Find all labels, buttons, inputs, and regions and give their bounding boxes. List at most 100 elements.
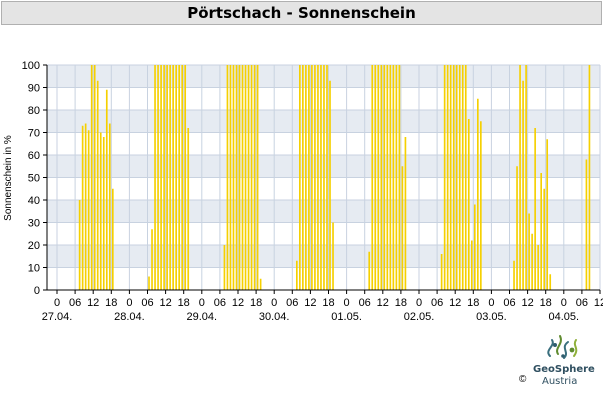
sunshine-bar	[588, 65, 591, 290]
sunshine-bar	[470, 240, 473, 290]
chart-title: Pörtschach - Sonnenschein	[1, 1, 602, 25]
x-tick-labels: 0 06 12 18 0 06 12 18 0 06 12 18 0 06 12 18 0 06 12 18 0 06 12…	[54, 297, 603, 309]
sunshine-bar	[99, 132, 102, 290]
date-label: 02.05.	[404, 311, 435, 323]
sunshine-bar	[374, 65, 377, 290]
x-tick-label: 12	[449, 297, 461, 309]
sunshine-bar	[314, 65, 316, 290]
date-label: 29.04.	[187, 311, 218, 323]
sunshine-bar	[111, 188, 114, 290]
x-tick-label: 18	[250, 297, 262, 309]
sunshine-bars	[78, 65, 591, 290]
sunshine-bar	[226, 65, 229, 290]
x-tick-label: 0	[271, 297, 277, 309]
x-tick-label: 0	[126, 297, 132, 309]
sunshine-bar	[543, 188, 546, 290]
logo-name: GeoSphere	[533, 364, 595, 375]
sunshine-bar	[386, 65, 389, 290]
x-tick-label: 0	[344, 297, 350, 309]
x-tick-label: 12	[377, 297, 389, 309]
sunshine-bar	[305, 65, 307, 290]
sunshine-bar	[253, 65, 256, 290]
sunshine-bar	[522, 80, 524, 290]
sunshine-bar	[235, 65, 238, 290]
y-tick-label: 50	[28, 173, 40, 185]
sunshine-bar	[473, 204, 476, 290]
sunshine-bar	[452, 65, 455, 290]
sunshine-bar	[78, 200, 81, 290]
sunshine-bar	[181, 65, 184, 290]
date-labels: 27.04. 28.04. 29.04. 30.04. 01.05. 02.05. 03.0…	[42, 311, 579, 323]
sunshine-bar	[259, 278, 262, 290]
x-tick-label: 12	[159, 297, 171, 309]
logo-subtitle: Austria	[542, 376, 578, 387]
sunshine-bar	[380, 65, 383, 290]
sunshine-bar	[320, 65, 322, 290]
sunshine-bar	[172, 65, 174, 290]
sunshine-bar	[308, 65, 310, 290]
date-label: 03.05.	[476, 311, 507, 323]
sunshine-bar	[537, 245, 539, 290]
sunshine-bar	[238, 65, 241, 290]
sunshine-bar	[151, 229, 153, 290]
sunshine-bar	[332, 222, 334, 290]
sunshine-bar	[513, 260, 515, 290]
sunshine-bar	[87, 130, 90, 290]
sunshine-bar	[326, 65, 328, 290]
sunshine-bar	[368, 251, 371, 290]
x-tick-label: 06	[431, 297, 443, 309]
sunshine-bar	[443, 65, 446, 290]
sunshine-bar	[389, 65, 392, 290]
sunshine-bar	[464, 65, 467, 290]
sunshine-bar	[241, 65, 244, 290]
x-tick-label: 0	[54, 297, 60, 309]
sunshine-bar	[244, 65, 247, 290]
sunshine-bar	[549, 274, 552, 290]
sunshine-bar	[395, 65, 398, 290]
sunshine-bar	[449, 65, 452, 290]
sunshine-bar	[540, 173, 543, 290]
sunshine-bar	[311, 65, 313, 290]
sunshine-bar	[398, 65, 401, 290]
sunshine-bar	[528, 213, 530, 290]
sunshine-bar	[166, 65, 168, 290]
y-tick-label: 30	[28, 218, 40, 230]
sunshine-bar	[184, 65, 187, 290]
sunshine-bar	[476, 98, 479, 290]
sunshine-bar	[377, 65, 380, 290]
sunshine-bar	[178, 65, 181, 290]
sunshine-bar	[160, 65, 162, 290]
x-tick-label: 0	[199, 297, 205, 309]
y-tick-label: 90	[28, 83, 40, 95]
x-tick-label: 18	[467, 297, 479, 309]
y-tick-labels: 0 10 20 30 40 50 60 70 80 90 100	[22, 60, 40, 297]
sunshine-bar	[105, 89, 108, 290]
x-tick-label: 12	[521, 297, 533, 309]
sunshine-bar	[232, 65, 235, 290]
x-tick-label: 0	[561, 297, 567, 309]
x-tick-label: 06	[503, 297, 515, 309]
axes	[43, 64, 601, 294]
x-tick-label: 12	[87, 297, 99, 309]
sunshine-bar	[461, 65, 464, 290]
y-tick-label: 20	[28, 240, 40, 252]
y-axis-label: Sonnenschein in %	[3, 135, 14, 221]
x-tick-label: 12	[304, 297, 316, 309]
sunshine-bar	[93, 65, 96, 290]
vertical-gridlines	[56, 65, 601, 290]
sunshine-bar	[299, 65, 301, 290]
copyright-symbol: ©	[519, 374, 527, 385]
sunshine-bar	[90, 65, 93, 290]
sunshine-bar	[401, 166, 404, 290]
sunshine-bar	[329, 80, 331, 290]
x-tick-label: 0	[488, 297, 494, 309]
sunshine-bar	[317, 65, 319, 290]
x-tick-label: 06	[214, 297, 226, 309]
x-tick-label: 18	[178, 297, 190, 309]
x-tick-label: 18	[105, 297, 117, 309]
y-tick-label: 10	[28, 263, 40, 275]
sunshine-bar	[546, 139, 549, 290]
sunshine-bar	[446, 65, 449, 290]
sunshine-bar	[148, 276, 150, 290]
